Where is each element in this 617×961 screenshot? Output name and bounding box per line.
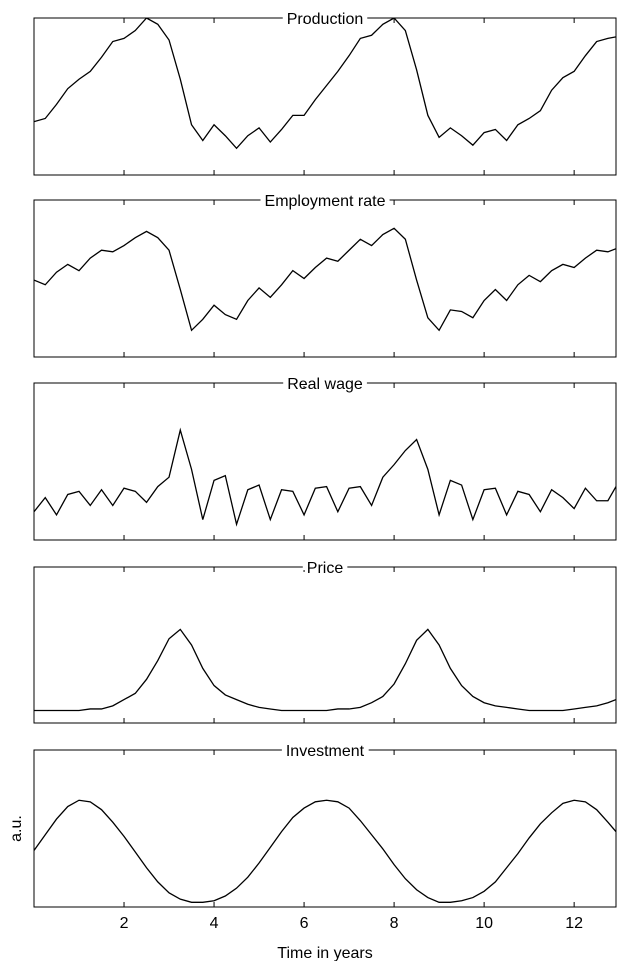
panel-title: Real wage	[287, 376, 363, 393]
data-line	[34, 18, 616, 150]
title-background	[282, 16, 368, 21]
axes-frame	[33, 566, 617, 724]
panel-title: Employment rate	[265, 193, 386, 210]
x-tick-label: 8	[390, 915, 399, 932]
axes-frame	[33, 382, 617, 541]
axes-frame	[33, 199, 617, 358]
axes-frame	[33, 17, 617, 176]
x-tick-label: 10	[475, 915, 493, 932]
data-line	[34, 427, 616, 527]
plot-area	[34, 799, 616, 903]
data-line	[34, 799, 616, 903]
title-background	[260, 198, 390, 203]
title-background	[283, 381, 367, 386]
plot-area	[34, 18, 616, 150]
panel-title: Investment	[286, 743, 365, 760]
plot-area	[34, 227, 616, 332]
y-axis-label: a.u.	[8, 815, 25, 842]
panel-title: Production	[287, 11, 364, 28]
data-line	[34, 628, 616, 712]
axes-frame	[33, 749, 617, 908]
data-line	[34, 227, 616, 332]
x-tick-label: 12	[565, 915, 583, 932]
title-background	[302, 565, 348, 570]
panel-title: Price	[307, 560, 344, 577]
plot-area	[34, 427, 616, 527]
plot-area	[34, 628, 616, 712]
x-tick-label: 2	[120, 915, 129, 932]
x-tick-label: 6	[300, 915, 309, 932]
title-background	[281, 748, 369, 753]
x-tick-label: 4	[210, 915, 219, 932]
x-axis-label: Time in years	[277, 945, 372, 961]
